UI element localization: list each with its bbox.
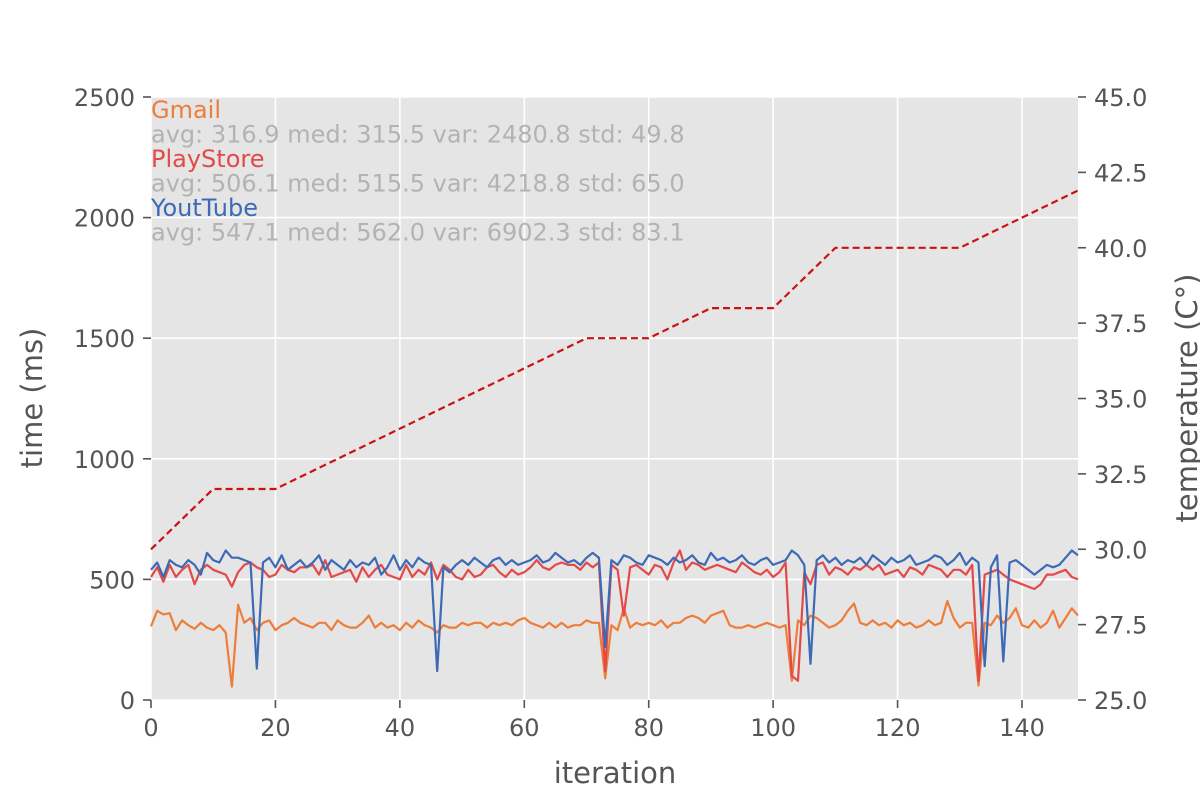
axes-layer: 0 20 40 60 80 100 120 140 0 500 1000 1500 2000 2500 25… [74, 84, 1148, 742]
x-tick-label: 140 [999, 714, 1045, 742]
y-right-tick-label: 25.0 [1094, 687, 1147, 715]
y-right-tick-label: 32.5 [1094, 461, 1147, 489]
x-tick-label: 100 [750, 714, 796, 742]
y-axis-left-title: time (ms) [15, 328, 49, 469]
y-left-tick-label: 2500 [74, 84, 135, 112]
x-tick-label: 0 [143, 714, 158, 742]
legend-stats-youttube: avg: 547.1 med: 562.0 var: 6902.3 std: 8… [151, 219, 685, 247]
grid [150, 96, 1078, 701]
y-left-tick-label: 1000 [74, 446, 135, 474]
x-axis-title: iteration [554, 756, 677, 790]
x-tick-label: 60 [509, 714, 540, 742]
y-right-tick-label: 35.0 [1094, 386, 1147, 414]
y-right-tick-label: 42.5 [1094, 159, 1147, 187]
y-left-tick-label: 0 [120, 687, 135, 715]
series-line-temperature [150, 189, 1079, 551]
series-layer [149, 189, 1079, 688]
x-tick-label: 80 [633, 714, 664, 742]
plot-background [151, 97, 1078, 700]
series-line-youttube [150, 549, 1079, 673]
x-tick-label: 120 [875, 714, 921, 742]
legend-name-playstore: PlayStore [151, 145, 264, 173]
y-right-tick-label: 40.0 [1094, 235, 1147, 263]
y-left-tick-label: 500 [89, 566, 135, 594]
y-right-tick-label: 27.5 [1094, 612, 1147, 640]
series-line-gmail [149, 599, 1079, 688]
x-tick-label: 20 [260, 714, 291, 742]
y-left-tick-label: 2000 [74, 205, 135, 233]
x-tick-label: 40 [385, 714, 416, 742]
y-right-tick-label: 45.0 [1094, 84, 1147, 112]
y-right-tick-label: 30.0 [1094, 536, 1147, 564]
legend-name-youttube: YoutTube [150, 194, 258, 222]
legend-name-gmail: Gmail [151, 96, 221, 124]
legend-stats-gmail: avg: 316.9 med: 315.5 var: 2480.8 std: 4… [151, 121, 685, 149]
y-right-tick-label: 37.5 [1094, 310, 1147, 338]
legend-stats-playstore: avg: 506.1 med: 515.5 var: 4218.8 std: 6… [151, 170, 685, 198]
y-left-tick-label: 1500 [74, 325, 135, 353]
y-axis-right-title: temperature (C°) [1170, 274, 1200, 523]
